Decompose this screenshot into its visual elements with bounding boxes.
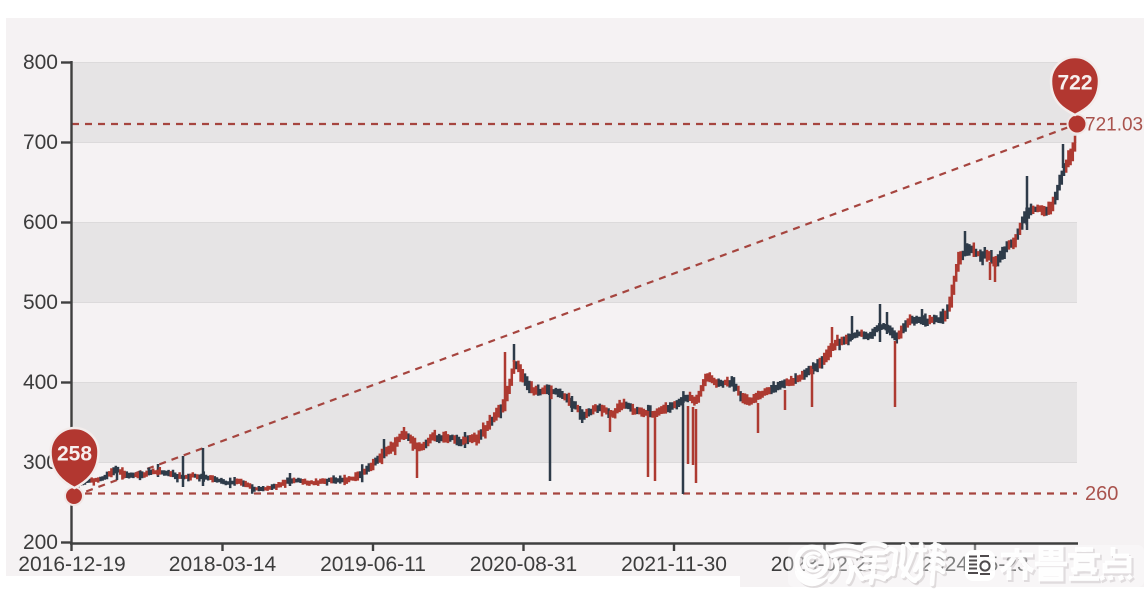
svg-text:400: 400 [23, 371, 58, 394]
svg-text:2020-08-31: 2020-08-31 [470, 553, 577, 576]
svg-text:260: 260 [1085, 483, 1118, 505]
svg-text:2019-06-11: 2019-06-11 [320, 553, 426, 576]
svg-text:258: 258 [57, 443, 92, 466]
svg-text:722: 722 [1057, 72, 1092, 95]
svg-text:721.03: 721.03 [1085, 115, 1143, 136]
svg-text:700: 700 [23, 131, 58, 154]
svg-text:800: 800 [23, 51, 58, 74]
svg-text:200: 200 [23, 531, 58, 554]
svg-text:2018-03-14: 2018-03-14 [169, 553, 277, 576]
svg-text:600: 600 [23, 211, 58, 234]
svg-text:500: 500 [23, 291, 58, 314]
svg-text:2016-12-19: 2016-12-19 [18, 553, 125, 576]
svg-text:2021-11-30: 2021-11-30 [621, 553, 727, 576]
svg-text:300: 300 [23, 451, 58, 474]
